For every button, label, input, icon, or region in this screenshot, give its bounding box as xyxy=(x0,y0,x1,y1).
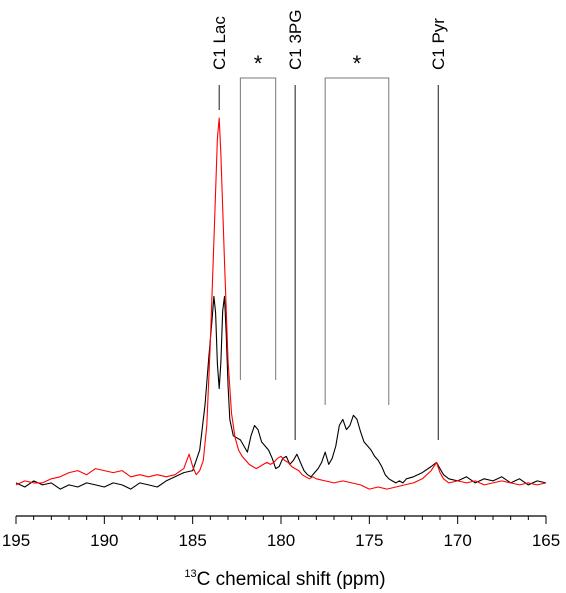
region-asterisk: * xyxy=(353,51,362,76)
series-line-red xyxy=(15,117,547,490)
region-bracket xyxy=(324,77,390,405)
region-asterisk: * xyxy=(254,51,263,76)
x-axis-label: 13C chemical shift (ppm) xyxy=(184,568,385,590)
x-tick-label: 180 xyxy=(267,531,295,550)
x-axis-label-text: C chemical shift (ppm) xyxy=(197,569,386,590)
peak-label: C1 Pyr xyxy=(429,18,448,70)
x-tick-label: 195 xyxy=(2,531,30,550)
series-layer xyxy=(15,117,547,490)
region-bracket xyxy=(239,77,277,380)
x-tick-label: 190 xyxy=(90,531,118,550)
x-tick-label: 175 xyxy=(355,531,383,550)
x-tick-label: 185 xyxy=(178,531,206,550)
peak-label: C1 Lac xyxy=(210,16,229,70)
x-axis-label-superscript: 13 xyxy=(184,568,196,580)
annotation-layer: C1 Lac C1 3PG C1 Pyr * * xyxy=(210,10,448,440)
x-tick-label: 170 xyxy=(443,531,471,550)
series-line-black xyxy=(15,295,547,490)
x-tick-label: 165 xyxy=(532,531,560,550)
x-axis: 195 190 185 180 175 170 165 xyxy=(2,515,560,550)
peak-label: C1 3PG xyxy=(286,10,305,70)
